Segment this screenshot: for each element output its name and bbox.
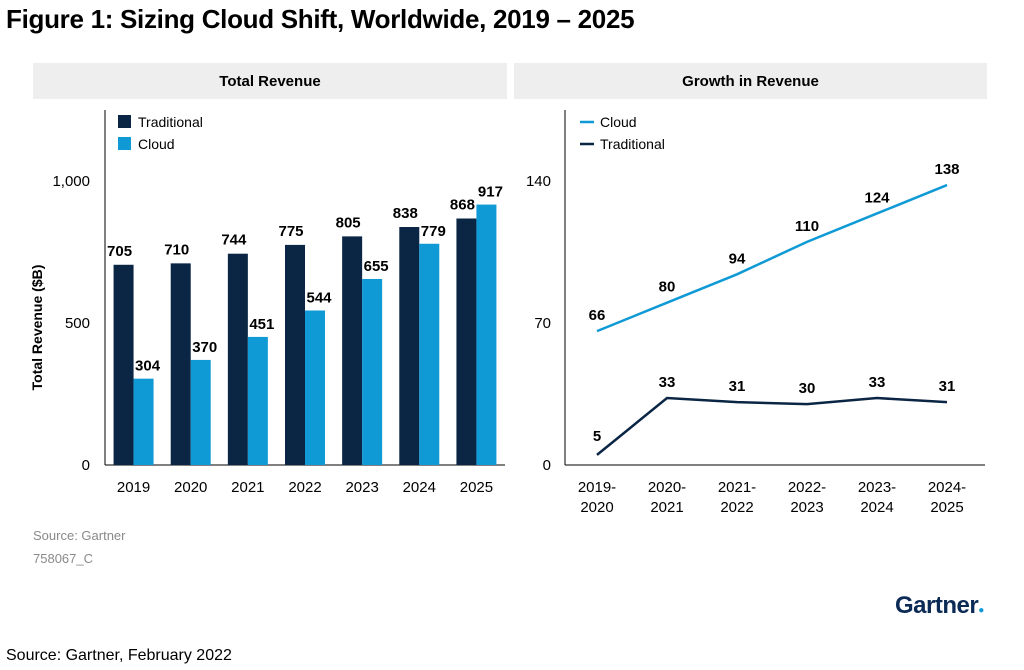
bar-data-label: 744 — [221, 232, 247, 249]
bar-cloud-2019 — [133, 378, 154, 465]
line-series-traditional — [596, 396, 948, 456]
bar-traditional-2020 — [170, 263, 191, 465]
line-x-tick-label: 2024- — [928, 479, 966, 496]
bar-traditional-2019 — [113, 264, 134, 465]
bar-legend-swatch-cloud — [118, 137, 131, 150]
bar-data-label: 805 — [336, 214, 361, 231]
bar-traditional-2021 — [227, 253, 248, 465]
source-note: Source: Gartner — [33, 528, 126, 543]
bar-legend-swatch-traditional — [118, 115, 131, 128]
bar-traditional-2024 — [399, 227, 420, 465]
bar-cloud-2021 — [247, 336, 268, 465]
gartner-logo: Gartner● — [895, 592, 984, 620]
bar-x-tick-label: 2020 — [174, 479, 207, 496]
line-data-label: 33 — [659, 374, 676, 391]
bar-x-tick-label: 2021 — [231, 479, 264, 496]
line-series-cloud — [596, 183, 948, 333]
line-data-label: 124 — [864, 189, 890, 206]
bar-x-tick-label: 2019 — [117, 479, 150, 496]
bar-x-tick-label: 2024 — [403, 479, 436, 496]
bar-legend-label: Cloud — [138, 136, 175, 152]
line-legend-label: Cloud — [600, 114, 637, 130]
figure-title: Figure 1: Sizing Cloud Shift, Worldwide,… — [6, 4, 635, 34]
bar-y-tick-label: 0 — [82, 457, 90, 474]
line-x-tick-label: 2022 — [720, 499, 753, 516]
line-data-label: 138 — [934, 161, 959, 178]
bar-cloud-2022 — [305, 310, 325, 465]
bar-data-label: 868 — [450, 196, 475, 213]
bar-y-axis-label: Total Revenue ($B) — [29, 265, 45, 391]
bar-x-tick-label: 2025 — [460, 479, 493, 496]
bar-data-label: 705 — [107, 243, 132, 260]
bar-y-tick-label: 1,000 — [52, 173, 90, 190]
line-data-label: 110 — [795, 218, 819, 235]
line-chart-title: Growth in Revenue — [514, 63, 987, 99]
bar-cloud-2025 — [476, 204, 497, 465]
bar-data-label: 370 — [192, 339, 217, 356]
bar-cloud-2024 — [419, 243, 440, 465]
line-data-label: 31 — [939, 378, 956, 395]
bar-data-label: 779 — [421, 223, 446, 240]
bottom-source: Source: Gartner, February 2022 — [6, 647, 232, 664]
bar-data-label: 451 — [249, 316, 274, 333]
line-x-tick-label: 2021 — [650, 499, 683, 516]
bar-x-tick-label: 2023 — [345, 479, 378, 496]
bar-x-tick-label: 2022 — [288, 479, 321, 496]
line-legend-label: Traditional — [600, 136, 665, 152]
line-data-label: 30 — [799, 380, 816, 397]
line-y-tick-label: 0 — [543, 457, 551, 474]
bar-data-label: 775 — [278, 223, 303, 240]
line-x-tick-label: 2020- — [648, 479, 686, 496]
bar-cloud-2023 — [362, 278, 383, 465]
line-data-label: 5 — [593, 428, 601, 445]
line-x-tick-label: 2020 — [580, 499, 613, 516]
bar-data-label: 304 — [135, 358, 161, 375]
line-x-tick-label: 2022- — [788, 479, 826, 496]
line-data-label: 33 — [869, 374, 886, 391]
bar-data-label: 838 — [393, 205, 418, 222]
bar-data-label: 655 — [364, 258, 389, 275]
line-y-tick-label: 70 — [534, 315, 551, 332]
line-data-label: 80 — [659, 279, 676, 296]
bar-data-label: 544 — [306, 290, 332, 307]
line-x-tick-label: 2021- — [718, 479, 756, 496]
line-x-tick-label: 2023- — [858, 479, 896, 496]
bar-y-tick-label: 500 — [65, 315, 90, 332]
line-x-tick-label: 2025 — [930, 499, 963, 516]
bar-traditional-2023 — [342, 236, 363, 465]
logo-text: Gartner — [895, 592, 979, 619]
line-y-tick-label: 140 — [526, 173, 551, 190]
line-x-tick-label: 2023 — [790, 499, 823, 516]
figure-id: 758067_C — [33, 551, 93, 566]
bar-cloud-2020 — [190, 359, 211, 465]
bar-traditional-2025 — [456, 218, 477, 465]
line-data-label: 31 — [729, 378, 746, 395]
bar-legend-label: Traditional — [138, 114, 203, 130]
bar-chart-title: Total Revenue — [33, 63, 507, 99]
logo-dot: ● — [978, 605, 984, 616]
line-x-tick-label: 2024 — [860, 499, 893, 516]
bar-traditional-2022 — [285, 244, 305, 465]
bar-data-label: 917 — [478, 184, 503, 201]
bar-data-label: 710 — [164, 241, 189, 258]
line-x-tick-label: 2019- — [578, 479, 616, 496]
line-data-label: 66 — [589, 307, 606, 324]
line-data-label: 94 — [729, 250, 746, 267]
